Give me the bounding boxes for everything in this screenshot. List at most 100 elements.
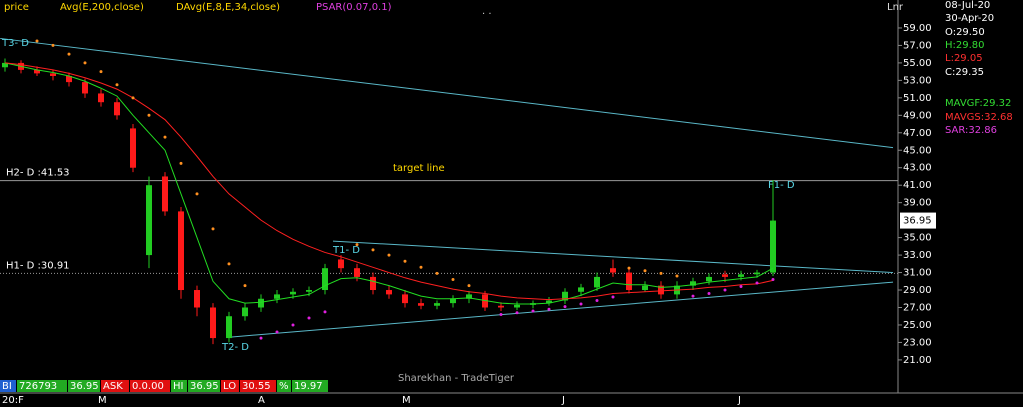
candle-body bbox=[466, 294, 472, 299]
psar-dot bbox=[147, 113, 151, 117]
candle-body bbox=[642, 285, 648, 291]
candle-body bbox=[578, 287, 584, 292]
info-text: 30-Apr-20 bbox=[945, 13, 994, 24]
psar-dot bbox=[723, 288, 727, 292]
y-tick-label: 45.00 bbox=[903, 145, 932, 156]
candle-body bbox=[66, 76, 72, 83]
candle-body bbox=[290, 291, 296, 295]
quote-cell bbox=[130, 380, 170, 392]
candle-body bbox=[178, 211, 184, 291]
psar-dot bbox=[211, 227, 215, 231]
trendline-label: T1- D bbox=[332, 245, 360, 256]
y-tick-label: 31.00 bbox=[903, 268, 932, 279]
psar-dot bbox=[691, 294, 695, 298]
candle-body bbox=[738, 274, 744, 277]
candle-body bbox=[50, 73, 56, 76]
psar-dot bbox=[707, 292, 711, 296]
candle-body bbox=[386, 290, 392, 295]
psar-dot bbox=[99, 70, 103, 74]
psar-dot bbox=[51, 43, 55, 47]
psar-dot bbox=[499, 312, 503, 316]
psar-dot bbox=[67, 52, 71, 56]
candle-body bbox=[130, 128, 136, 168]
annotation: F1- D bbox=[768, 180, 795, 191]
candle-body bbox=[706, 276, 712, 282]
candle-body bbox=[514, 304, 520, 308]
candle-body bbox=[658, 285, 664, 295]
psar-dot bbox=[227, 262, 231, 266]
y-tick-label: 27.00 bbox=[903, 302, 932, 313]
trendline-label: T3- D bbox=[1, 38, 29, 49]
annotation: target line bbox=[393, 163, 445, 174]
candle-body bbox=[258, 298, 264, 308]
quote-cell bbox=[0, 380, 16, 392]
quote-cell bbox=[188, 380, 220, 392]
y-tick-label: 43.00 bbox=[903, 163, 932, 174]
info-text: 08-Jul-20 bbox=[945, 0, 990, 11]
x-tick-label: M bbox=[402, 395, 411, 406]
psar-dot bbox=[131, 96, 135, 100]
info-text: H:29.80 bbox=[945, 40, 985, 51]
quote-text: LO bbox=[223, 381, 236, 392]
y-tick-label: 57.00 bbox=[903, 40, 932, 51]
quote-text: ASK bbox=[103, 381, 123, 392]
annotation: Sharekhan - TradeTiger bbox=[398, 373, 515, 384]
psar-dot bbox=[243, 284, 247, 288]
candle-body bbox=[370, 276, 376, 291]
quote-cell bbox=[68, 380, 100, 392]
y-tick-label: 29.00 bbox=[903, 285, 932, 296]
quote-cell bbox=[101, 380, 129, 392]
y-tick-label: 55.00 bbox=[903, 58, 932, 69]
legend-entry: DAvg(E,8,E,34,close) bbox=[176, 2, 280, 13]
price-box-label: 36.95 bbox=[903, 216, 932, 227]
y-tick-label: 51.00 bbox=[903, 93, 932, 104]
psar-dot bbox=[163, 135, 167, 139]
quote-text: 36.95 bbox=[190, 381, 219, 392]
psar-dot bbox=[435, 271, 439, 275]
quote-text: 726793 bbox=[19, 381, 57, 392]
psar-dot bbox=[291, 323, 295, 327]
candle-body bbox=[34, 69, 40, 74]
psar-dot bbox=[115, 83, 119, 87]
psar-dot bbox=[563, 305, 567, 309]
psar-dot bbox=[579, 302, 583, 306]
legend-entry: price bbox=[4, 2, 29, 13]
y-tick-label: 53.00 bbox=[903, 75, 932, 86]
candle-body bbox=[194, 290, 200, 308]
candle-body bbox=[322, 268, 328, 291]
candle-body bbox=[690, 281, 696, 286]
candle-body bbox=[146, 185, 152, 256]
y-tick-label: 35.00 bbox=[903, 233, 932, 244]
price-box bbox=[900, 212, 936, 229]
quote-text: 0.0.00 bbox=[132, 381, 164, 392]
psar-dot bbox=[355, 243, 359, 247]
psar-dot bbox=[627, 266, 631, 270]
candle-body bbox=[594, 276, 600, 288]
psar-dot bbox=[195, 192, 199, 196]
psar-dot bbox=[547, 307, 551, 311]
x-tick-label: A bbox=[258, 395, 265, 406]
info-text: SAR:32.86 bbox=[945, 125, 997, 136]
psar-dot bbox=[755, 281, 759, 285]
psar-dot bbox=[739, 285, 743, 289]
x-tick-label: J bbox=[561, 395, 565, 406]
legend-entry: Avg(E,200,close) bbox=[60, 2, 144, 13]
psar-dot bbox=[83, 61, 87, 65]
info-text: O:29.50 bbox=[945, 27, 985, 38]
trendline bbox=[228, 281, 894, 338]
psar-dot bbox=[771, 278, 775, 282]
psar-dot bbox=[659, 271, 663, 275]
candle-body bbox=[546, 300, 552, 304]
psar-dot bbox=[419, 265, 423, 269]
psar-dot bbox=[259, 336, 263, 340]
info-text: MAVGS:32.68 bbox=[945, 112, 1013, 123]
candle-body bbox=[2, 62, 8, 68]
psar-dot bbox=[643, 269, 647, 273]
quote-text: % bbox=[279, 381, 289, 392]
psar-dot bbox=[595, 299, 599, 303]
candle-body bbox=[770, 220, 776, 273]
candle-body bbox=[562, 291, 568, 301]
y-tick-label: 41.00 bbox=[903, 180, 932, 191]
x-tick-label: J bbox=[737, 395, 741, 406]
